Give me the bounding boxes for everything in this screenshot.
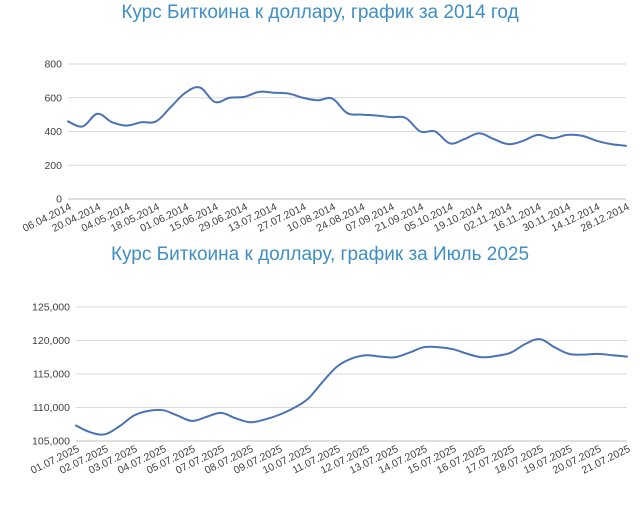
chart-2-y-tick-label: 115,000 xyxy=(33,369,70,381)
chart-1-y-tick-label: 0 xyxy=(56,194,62,206)
chart-2-y-tick-label: 125,000 xyxy=(32,302,70,314)
chart-2-series-line xyxy=(75,338,628,436)
chart-2-title: Курс Биткоина к доллару, график за Июль … xyxy=(110,244,530,265)
chart-1-y-tick-label: 400 xyxy=(44,126,62,138)
chart-1-y-tick-label: 200 xyxy=(44,160,62,172)
chart-1: 020040060080006.04.201420.04.201404.05.2… xyxy=(21,59,632,235)
chart-2: 105,000110,000115,000120,000125,00001.07… xyxy=(29,302,633,477)
chart-2-y-tick-label: 120,000 xyxy=(32,335,70,347)
chart-2-y-tick-label: 105,000 xyxy=(32,436,70,448)
chart-1-y-tick-label: 600 xyxy=(44,92,62,104)
chart-1-title: Курс Биткоина к доллару, график за 2014 … xyxy=(121,2,519,23)
chart-1-y-tick-label: 800 xyxy=(44,59,62,71)
chart-2-y-tick-label: 110,000 xyxy=(33,402,70,414)
chart-1-series-line xyxy=(67,86,627,147)
